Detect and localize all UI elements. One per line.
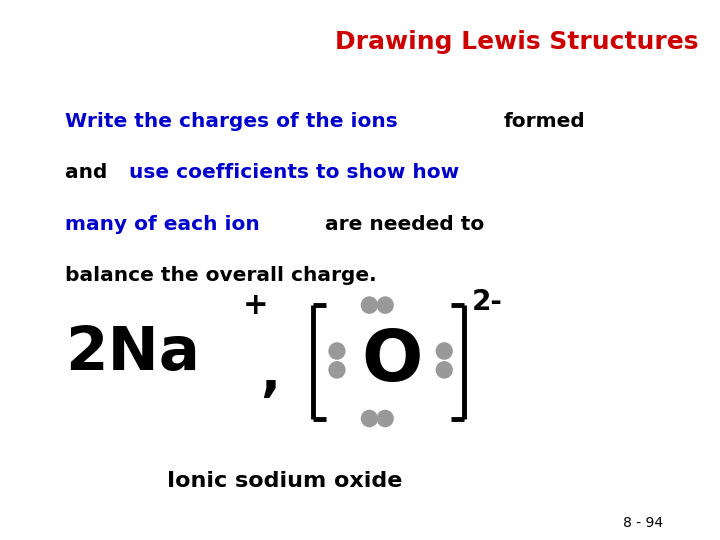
Ellipse shape: [377, 297, 393, 313]
Text: use coefficients to show how: use coefficients to show how: [128, 163, 459, 183]
Text: O: O: [361, 327, 423, 396]
Ellipse shape: [329, 343, 345, 359]
Ellipse shape: [329, 362, 345, 378]
Text: +: +: [243, 291, 269, 320]
Ellipse shape: [436, 362, 452, 378]
Text: 2Na: 2Na: [65, 324, 199, 383]
Ellipse shape: [361, 297, 377, 313]
Text: Ionic sodium oxide: Ionic sodium oxide: [167, 471, 402, 491]
Text: formed: formed: [503, 112, 585, 131]
Text: Drawing Lewis Structures: Drawing Lewis Structures: [335, 30, 698, 53]
Text: Write the charges of the ions: Write the charges of the ions: [65, 112, 405, 131]
Text: 8 - 94: 8 - 94: [623, 516, 663, 530]
Text: 2-: 2-: [472, 288, 503, 316]
Ellipse shape: [436, 343, 452, 359]
Text: are needed to: are needed to: [325, 214, 485, 234]
Ellipse shape: [361, 410, 377, 427]
Ellipse shape: [377, 410, 393, 427]
Text: balance the overall charge.: balance the overall charge.: [65, 266, 377, 285]
Text: and: and: [65, 163, 114, 183]
Text: ,: ,: [260, 349, 280, 401]
Text: many of each ion: many of each ion: [65, 214, 266, 234]
